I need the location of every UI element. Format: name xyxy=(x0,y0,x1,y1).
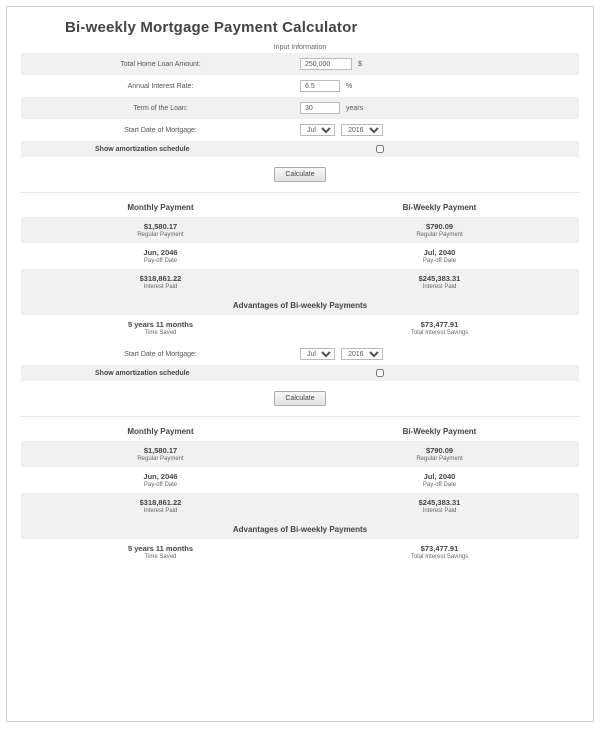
monthly-payoff-val: Jun, 2046 xyxy=(21,248,300,257)
results-row-payoff: Jun, 2046Pay-off Date Jul, 2040Pay-off D… xyxy=(21,243,579,269)
monthly-payoff-sub: Pay-off Date xyxy=(21,258,300,264)
interest-rate-label: Annual Interest Rate: xyxy=(21,83,300,90)
amort-row-1: Show amortization schedule xyxy=(21,141,579,157)
time-saved-val: 5 years 11 months xyxy=(21,320,300,329)
input-block-1: Input Information Total Home Loan Amount… xyxy=(21,44,579,341)
interest-rate-unit: % xyxy=(346,83,352,90)
advantages-row-1: 5 years 11 monthsTime Saved $73,477.91To… xyxy=(21,315,579,341)
separator xyxy=(21,192,579,193)
row-term: Term of the Loan: years xyxy=(21,97,579,119)
results-row-interest-2: $318,861.22Interest Paid $245,383.31Inte… xyxy=(21,493,579,519)
row-loan-amount: Total Home Loan Amount: $ xyxy=(21,53,579,75)
monthly-payment-val: $1,580.17 xyxy=(21,222,300,231)
advantages-row-2: 5 years 11 monthsTime Saved $73,477.91To… xyxy=(21,539,579,565)
biweekly-payment-val: $790.09 xyxy=(300,222,579,231)
biweekly-interest-val: $245,383.31 xyxy=(300,274,579,283)
start-date-label-1: Start Date of Mortgage: xyxy=(21,127,300,134)
interest-savings-val: $73,477.91 xyxy=(300,320,579,329)
biweekly-payment-sub: Regular Payment xyxy=(300,232,579,238)
amort-label-2: Show amortization schedule xyxy=(95,370,190,377)
start-year-select-1[interactable]: 2016 xyxy=(341,124,383,136)
results-row-payment-2: $1,580.17Regular Payment $790.09Regular … xyxy=(21,441,579,467)
start-date-label-2: Start Date of Mortgage: xyxy=(21,351,300,358)
results-2: Monthly Payment Bi-Weekly Payment $1,580… xyxy=(21,421,579,565)
loan-amount-input[interactable] xyxy=(300,58,352,70)
time-saved-sub: Time Saved xyxy=(21,330,300,336)
advantages-header-1: Advantages of Bi-weekly Payments xyxy=(21,295,579,315)
results-col2-header: Bi-Weekly Payment xyxy=(300,203,579,212)
calculator-card: Bi-weekly Mortgage Payment Calculator In… xyxy=(6,6,594,722)
interest-savings-sub: Total Interest Savings xyxy=(300,330,579,336)
results-row-interest: $318,861.22Interest Paid $245,383.31Inte… xyxy=(21,269,579,295)
row-start-date-2: Start Date of Mortgage: Jul 2016 xyxy=(21,343,579,365)
results-col2-header-2: Bi-Weekly Payment xyxy=(300,427,579,436)
monthly-interest-sub: Interest Paid xyxy=(21,284,300,290)
term-input[interactable] xyxy=(300,102,340,114)
start-month-select-1[interactable]: Jul xyxy=(300,124,335,136)
term-label: Term of the Loan: xyxy=(21,105,300,112)
results-row-payoff-2: Jun, 2046Pay-off Date Jul, 2040Pay-off D… xyxy=(21,467,579,493)
input-section-label: Input Information xyxy=(21,44,579,51)
biweekly-payoff-sub: Pay-off Date xyxy=(300,258,579,264)
term-unit: years xyxy=(346,105,363,112)
amort-checkbox-1[interactable] xyxy=(376,145,384,153)
results-col1-header-2: Monthly Payment xyxy=(21,427,300,436)
loan-amount-label: Total Home Loan Amount: xyxy=(21,61,300,68)
row-interest-rate: Annual Interest Rate: % xyxy=(21,75,579,97)
row-start-date-1: Start Date of Mortgage: Jul 2016 xyxy=(21,119,579,141)
biweekly-payoff-val: Jul, 2040 xyxy=(300,248,579,257)
calculate-button-2[interactable]: Calculate xyxy=(274,391,325,406)
advantages-header-2: Advantages of Bi-weekly Payments xyxy=(21,519,579,539)
amort-row-2: Show amortization schedule xyxy=(21,365,579,381)
monthly-interest-val: $318,861.22 xyxy=(21,274,300,283)
amort-label-1: Show amortization schedule xyxy=(95,146,190,153)
page-title: Bi-weekly Mortgage Payment Calculator xyxy=(65,19,579,36)
loan-amount-unit: $ xyxy=(358,61,362,68)
start-year-select-2[interactable]: 2016 xyxy=(341,348,383,360)
biweekly-interest-sub: Interest Paid xyxy=(300,284,579,290)
start-month-select-2[interactable]: Jul xyxy=(300,348,335,360)
input-block-2: Start Date of Mortgage: Jul 2016 Show am… xyxy=(21,343,579,565)
results-row-payment: $1,580.17Regular Payment $790.09Regular … xyxy=(21,217,579,243)
interest-rate-input[interactable] xyxy=(300,80,340,92)
monthly-payment-sub: Regular Payment xyxy=(21,232,300,238)
calculate-button-1[interactable]: Calculate xyxy=(274,167,325,182)
results-1: Monthly Payment Bi-Weekly Payment $1,580… xyxy=(21,197,579,341)
amort-checkbox-2[interactable] xyxy=(376,369,384,377)
separator-2 xyxy=(21,416,579,417)
results-col1-header: Monthly Payment xyxy=(21,203,300,212)
